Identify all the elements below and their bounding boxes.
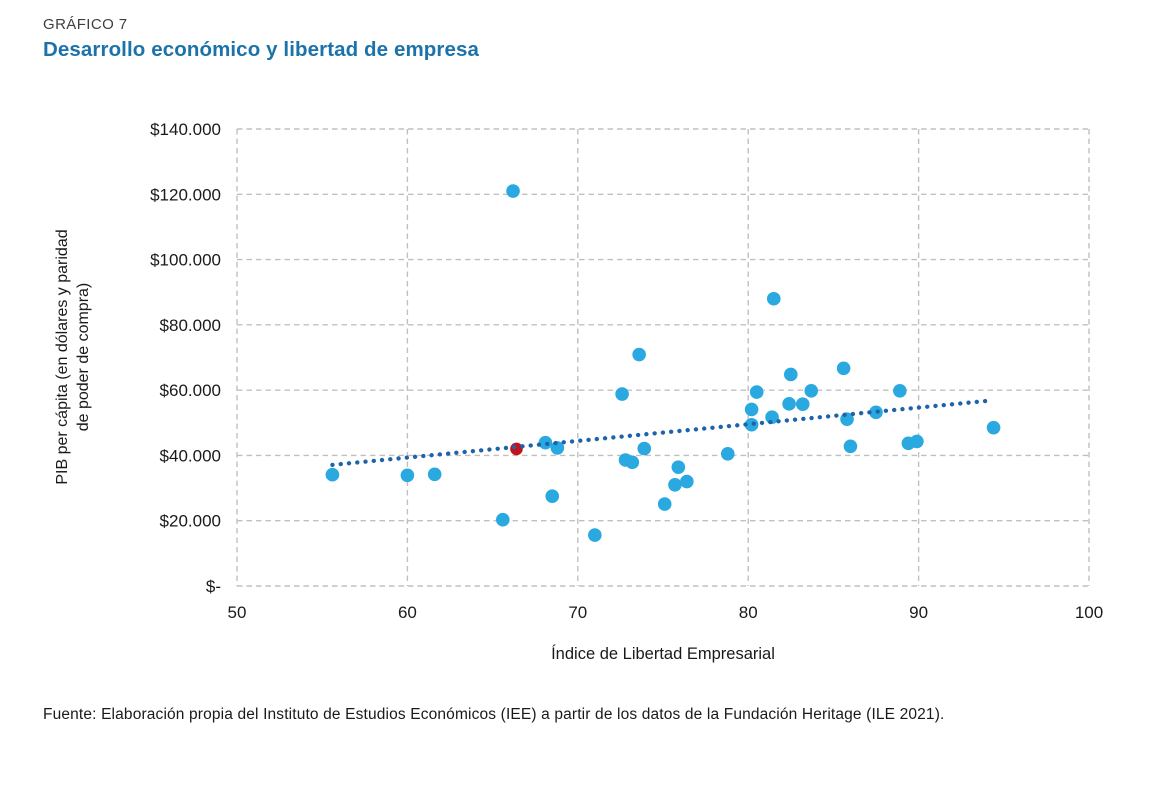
y-tick-label: $100.000	[150, 251, 221, 270]
data-point	[615, 387, 629, 401]
data-point	[910, 434, 924, 449]
data-point	[795, 397, 810, 411]
data-point	[749, 385, 764, 399]
data-point	[545, 489, 560, 504]
data-point	[625, 455, 640, 470]
x-tick-label: 50	[228, 603, 247, 622]
y-tick-label: $-	[206, 577, 221, 596]
x-axis-title: Índice de Libertad Empresarial	[551, 645, 775, 663]
y-axis-title-line2: de poder de compra)	[75, 282, 92, 432]
figure-number: GRÁFICO 7	[43, 16, 128, 33]
data-point	[671, 460, 686, 474]
y-axis-title-line1: PIB per cápita (en dólares y paridad	[54, 229, 71, 485]
data-point	[784, 367, 798, 382]
y-axis-title: PIB per cápita (en dólares y paridad de …	[52, 229, 94, 484]
data-point	[893, 383, 907, 398]
data-point	[744, 417, 759, 432]
data-point	[766, 291, 781, 306]
y-tick-label: $40.000	[160, 446, 221, 465]
data-point	[637, 441, 652, 456]
data-point	[588, 528, 602, 542]
data-point	[804, 383, 819, 398]
data-point	[427, 467, 442, 482]
x-tick-label: 90	[909, 603, 928, 622]
data-point	[657, 497, 672, 511]
data-point	[720, 446, 735, 461]
data-point	[782, 397, 796, 411]
trend-line	[330, 398, 989, 468]
data-point	[744, 402, 759, 417]
data-point	[400, 468, 415, 483]
x-tick-label: 100	[1075, 603, 1103, 622]
data-point	[843, 439, 858, 454]
y-tick-label: $60.000	[160, 381, 221, 400]
scatter-plot: $- $20.000 $40.000 $60.000 $80.000 $100.000 $1…	[150, 120, 1103, 622]
x-tick-label: 70	[568, 603, 587, 622]
y-tick-label: $140.000	[150, 120, 221, 139]
data-point	[986, 420, 1001, 435]
data-point	[680, 474, 694, 489]
data-point	[496, 512, 510, 527]
chart-title: Desarrollo económico y libertad de empre…	[43, 38, 479, 61]
y-tick-label: $20.000	[160, 512, 221, 531]
data-point	[506, 184, 520, 198]
data-point	[836, 361, 851, 376]
y-tick-label: $120.000	[150, 185, 221, 204]
y-tick-label: $80.000	[160, 316, 221, 335]
data-point	[668, 478, 682, 492]
source-note: Fuente: Elaboración propia del Instituto…	[43, 706, 945, 723]
data-point	[325, 467, 340, 482]
x-tick-label: 60	[398, 603, 417, 622]
highlight-point	[510, 442, 523, 456]
data-point	[632, 347, 646, 362]
x-tick-label: 80	[739, 603, 758, 622]
